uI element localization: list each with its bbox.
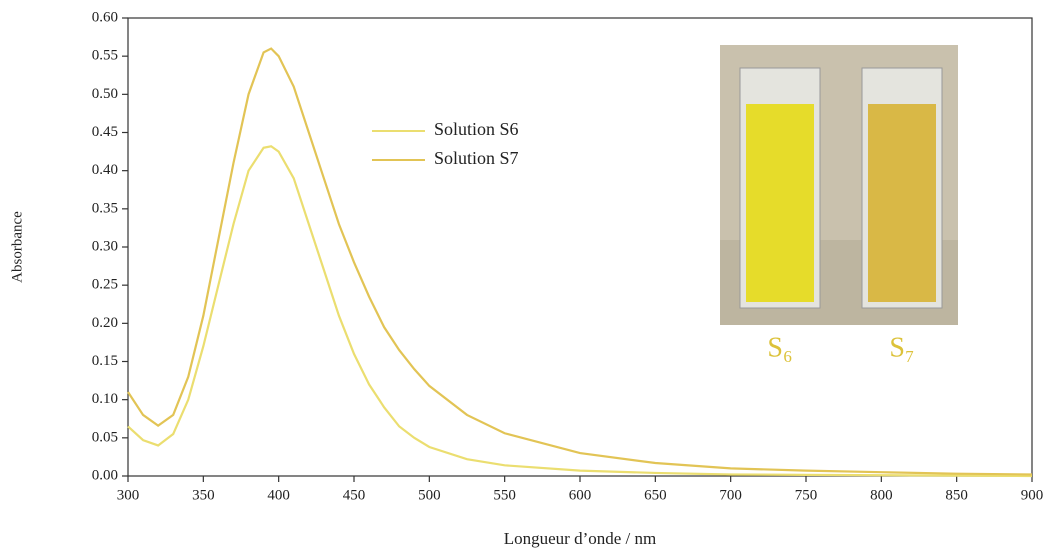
x-tick-label: 700 — [719, 487, 742, 503]
y-tick-label: 0.35 — [92, 200, 118, 216]
x-tick-label: 500 — [418, 487, 441, 503]
legend-label: Solution S7 — [434, 148, 519, 168]
y-tick-label: 0.60 — [92, 9, 118, 25]
y-tick-label: 0.25 — [92, 277, 118, 293]
y-tick-label: 0.30 — [92, 238, 118, 254]
x-tick-label: 900 — [1021, 487, 1044, 503]
chart: Absorbance Longueur d’onde / nm 0.00 0.05… — [0, 0, 1050, 553]
x-tick-label: 400 — [267, 487, 290, 503]
solution — [868, 104, 936, 302]
inset-photo — [720, 45, 958, 325]
x-tick-label: 550 — [493, 487, 516, 503]
x-tick-label: 750 — [795, 487, 818, 503]
y-tick-label: 0.00 — [92, 467, 118, 483]
y-tick-label: 0.55 — [92, 48, 118, 64]
inset-label: S₇ — [889, 332, 914, 363]
x-tick-label: 650 — [644, 487, 667, 503]
x-tick-label: 300 — [117, 487, 140, 503]
y-axis-label: Absorbance — [9, 211, 25, 283]
y-tick-label: 0.15 — [92, 353, 118, 369]
x-axis-label: Longueur d’onde / nm — [504, 529, 657, 548]
y-tick-label: 0.45 — [92, 124, 118, 140]
x-tick-label: 450 — [343, 487, 366, 503]
y-tick-label: 0.05 — [92, 429, 118, 445]
y-tick-label: 0.40 — [92, 162, 118, 178]
x-tick-label: 600 — [569, 487, 592, 503]
y-tick-label: 0.20 — [92, 315, 118, 331]
y-tick-label: 0.10 — [92, 391, 118, 407]
solution — [746, 104, 814, 302]
x-tick-label: 800 — [870, 487, 893, 503]
x-tick-label: 850 — [945, 487, 968, 503]
inset-label: S₆ — [767, 332, 792, 363]
x-tick-label: 350 — [192, 487, 215, 503]
y-tick-label: 0.50 — [92, 86, 118, 102]
legend-label: Solution S6 — [434, 119, 519, 139]
